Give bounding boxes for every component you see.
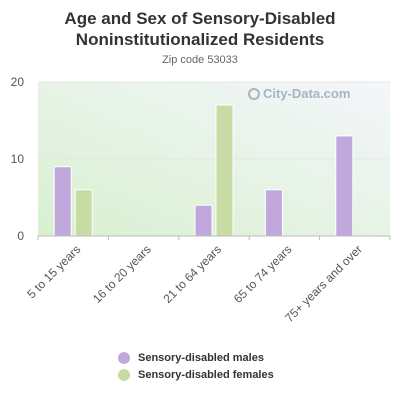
legend-label-females: Sensory-disabled females (138, 369, 274, 381)
chart-subtitle: Zip code 53033 (162, 54, 238, 66)
x-tick-label: 75+ years and over (282, 242, 365, 325)
bar-males (53, 166, 72, 237)
bar-males (264, 189, 283, 237)
y-tick-label: 10 (11, 152, 25, 166)
search-icon (248, 87, 260, 100)
bar-females (215, 104, 234, 237)
legend-item-males: Sensory-disabled males (118, 350, 274, 366)
bar-females (74, 189, 93, 237)
legend: Sensory-disabled males Sensory-disabled … (118, 350, 274, 384)
y-tick-label: 0 (17, 229, 24, 243)
x-tick-label: 65 to 74 years (231, 242, 295, 306)
x-tick-label: 21 to 64 years (160, 242, 224, 306)
legend-swatch-females (118, 369, 130, 381)
bar-males (194, 204, 213, 237)
y-tick-label: 20 (11, 75, 25, 89)
bar-males (335, 135, 354, 237)
x-tick-label: 5 to 15 years (24, 242, 83, 301)
chart-title: Age and Sex of Sensory-Disabled Noninsti… (64, 9, 336, 49)
legend-swatch-males (118, 352, 130, 364)
watermark-text: City-Data.com (263, 86, 351, 101)
legend-label-males: Sensory-disabled males (138, 352, 264, 364)
legend-item-females: Sensory-disabled females (118, 367, 274, 383)
x-tick-label: 16 to 20 years (90, 242, 154, 306)
watermark: City-Data.com (248, 86, 350, 101)
